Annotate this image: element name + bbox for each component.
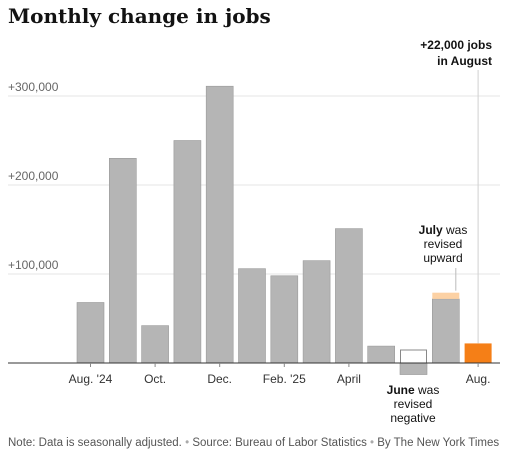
july-annotation-line1: July was (419, 223, 468, 237)
y-tick-label: +100,000 (8, 258, 59, 272)
y-tick-label: +300,000 (8, 80, 59, 94)
bar (109, 158, 137, 364)
june-annotation-bold: June (387, 383, 415, 397)
y-axis-ticks: +100,000 +200,000 +300,000 (8, 80, 59, 272)
footer-note: Note: Data is seasonally adjusted. (8, 437, 182, 449)
june-annotation-line3: negative (390, 411, 436, 425)
bars (8, 85, 500, 375)
bar (431, 298, 460, 364)
bar (76, 302, 105, 364)
bar (205, 85, 234, 364)
july-annotation-line2: revised (424, 237, 463, 251)
footer-credit: By The New York Times (377, 437, 499, 449)
june-annotation-line1: June was (387, 383, 440, 397)
july-annotation-bold: July (419, 223, 443, 237)
bar-june-prior-estimate (400, 349, 427, 364)
y-tick-label: +200,000 (8, 169, 59, 183)
footer: Note: Data is seasonally adjusted. • Sou… (8, 437, 499, 449)
bar (173, 140, 202, 364)
x-tick-label: Aug. '24 (69, 372, 113, 386)
x-tick-label: Aug. (466, 372, 491, 386)
x-tick-label: Oct. (144, 372, 166, 386)
footer-source: Source: Bureau of Labor Statistics (192, 437, 367, 449)
august-annotation-line1: +22,000 jobs (420, 38, 492, 52)
bar (367, 345, 396, 364)
x-tick-label: Dec. (207, 372, 232, 386)
footer-separator-2: • (367, 437, 377, 449)
bar (302, 260, 331, 364)
bar-july-revision (432, 292, 460, 299)
bar (238, 268, 266, 364)
june-annotation-rest: was (415, 383, 440, 397)
x-tick-label: Feb. '25 (263, 372, 306, 386)
august-annotation-line2: in August (437, 54, 492, 68)
july-annotation-line3: upward (423, 251, 462, 265)
chart-title: Monthly change in jobs (8, 4, 271, 28)
bar-august (464, 343, 492, 363)
footer-separator-1: • (182, 437, 192, 449)
x-axis-ticks: Aug. '24 Oct. Dec. Feb. '25 April Aug. (69, 363, 491, 386)
x-tick-label: April (337, 372, 361, 386)
bar-june (399, 362, 428, 375)
bar (270, 275, 299, 364)
bar (141, 325, 169, 364)
july-annotation-rest: was (443, 223, 468, 237)
bar (335, 228, 363, 364)
june-annotation-line2: revised (394, 397, 433, 411)
